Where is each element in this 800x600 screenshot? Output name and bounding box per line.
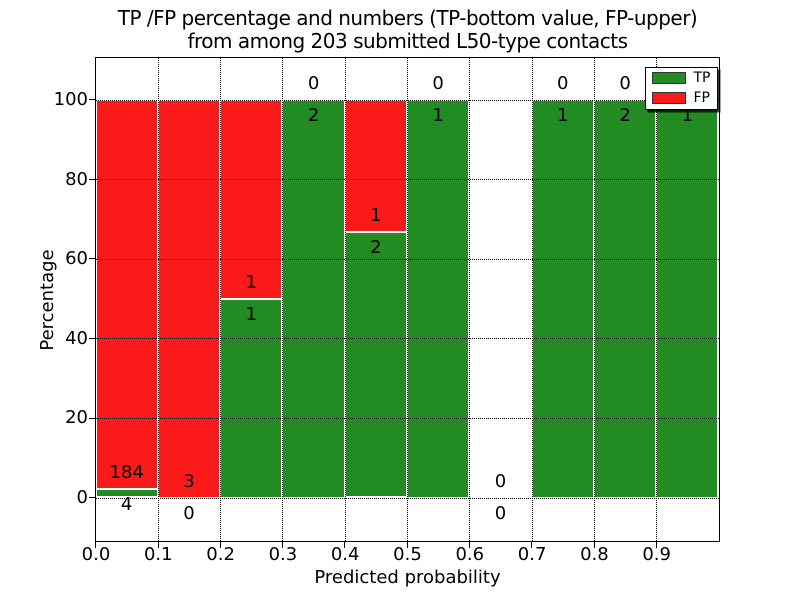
x-tick-mark	[655, 542, 657, 548]
x-tick-mark	[282, 542, 284, 548]
x-tick-label: 0.8	[580, 544, 609, 565]
fp-count-label: 3	[183, 470, 195, 492]
fp-count-label: 0	[307, 72, 320, 94]
tp-count-label: 1	[245, 303, 257, 325]
y-tick-mark	[89, 258, 95, 260]
fp-bar-segment	[220, 99, 283, 299]
y-tick-label: 0	[76, 487, 88, 508]
vertical-gridline	[157, 57, 159, 541]
y-tick-mark	[89, 338, 95, 340]
tp-bar-segment	[407, 99, 470, 498]
tp-count-label: 2	[370, 237, 382, 259]
x-tick-mark	[344, 542, 346, 548]
horizontal-gridline	[95, 179, 719, 181]
fp-count-label: 1	[370, 205, 382, 227]
tp-bar-segment	[220, 298, 283, 498]
vertical-gridline	[344, 57, 346, 541]
y-tick-label: 80	[65, 168, 88, 190]
x-tick-label: 0.2	[206, 544, 235, 565]
x-tick-mark	[157, 542, 159, 548]
y-tick-label: 60	[65, 248, 88, 270]
x-tick-label: 0.6	[455, 544, 485, 565]
chart-title-line2: from among 203 submitted L50-type contac…	[187, 29, 628, 53]
y-tick-mark	[89, 99, 95, 101]
horizontal-gridline	[95, 258, 719, 260]
x-tick-mark	[531, 542, 533, 548]
tp-bar-segment	[531, 99, 594, 498]
x-tick-mark	[219, 542, 221, 548]
horizontal-gridline	[95, 417, 719, 419]
tp-count-label: 1	[432, 104, 444, 126]
fp-count-label: 1	[245, 271, 257, 293]
tp-bar-segment	[344, 232, 407, 498]
tp-count-label: 2	[307, 104, 320, 126]
vertical-gridline	[531, 57, 533, 541]
vertical-gridline	[593, 57, 595, 541]
x-tick-mark	[469, 542, 471, 548]
vertical-gridline	[407, 57, 408, 541]
legend-row: TP	[651, 70, 711, 86]
plot-area: 1844301102120100010201TPFP	[94, 56, 720, 542]
tp-bar-segment	[95, 489, 158, 498]
y-tick-mark	[89, 178, 95, 180]
horizontal-gridline	[95, 338, 719, 340]
tp-count-label: 0	[494, 502, 507, 524]
tp-bar-segment	[656, 99, 719, 498]
x-tick-label: 0.7	[517, 544, 547, 565]
fp-count-label: 0	[619, 72, 631, 94]
x-tick-label: 0.5	[393, 544, 422, 565]
vertical-gridline	[656, 57, 658, 541]
tp-bar-segment	[593, 99, 657, 498]
tp-count-label: 1	[557, 104, 569, 126]
y-tick-mark	[89, 417, 95, 419]
x-tick-label: 0.1	[143, 544, 173, 565]
horizontal-gridline	[95, 99, 719, 101]
vertical-gridline	[469, 57, 471, 541]
y-tick-mark	[89, 497, 95, 499]
legend-label: FP	[693, 90, 711, 106]
y-tick-label: 40	[65, 327, 88, 349]
x-tick-mark	[593, 542, 595, 548]
x-axis-label: Predicted probability	[314, 567, 501, 588]
legend-label: TP	[693, 70, 711, 86]
y-tick-label: 20	[65, 407, 88, 429]
fp-count-label: 184	[109, 462, 144, 484]
horizontal-gridline	[95, 497, 719, 499]
x-tick-mark	[95, 542, 97, 548]
fp-count-label: 0	[557, 72, 569, 94]
fp-count-label: 0	[494, 470, 507, 492]
fp-bar-segment	[157, 99, 221, 498]
vertical-gridline	[282, 57, 284, 541]
tp-count-label: 1	[681, 104, 694, 126]
legend: TP FP	[644, 66, 718, 110]
fp-count-label: 0	[432, 72, 444, 94]
fp-legend-swatch	[651, 92, 686, 104]
x-tick-label: 0.9	[642, 544, 671, 565]
chart-title-line1: TP /FP percentage and numbers (TP-bottom…	[117, 6, 698, 30]
chart-title: TP /FP percentage and numbers (TP-bottom…	[96, 7, 719, 53]
tp-count-label: 4	[120, 494, 133, 516]
vertical-gridline	[220, 57, 222, 541]
x-tick-label: 0.4	[330, 544, 360, 565]
tp-count-label: 2	[619, 104, 631, 126]
tp-legend-swatch	[651, 72, 686, 84]
y-tick-label: 100	[53, 89, 88, 110]
tp-count-label: 0	[183, 502, 195, 524]
x-tick-mark	[406, 542, 408, 548]
fp-bar-segment	[95, 99, 158, 490]
x-tick-label: 0.3	[268, 544, 298, 565]
legend-row: FP	[651, 90, 711, 106]
fp-bar-segment	[344, 99, 407, 233]
tp-bar-segment	[282, 99, 345, 498]
x-tick-label: 0.0	[81, 544, 111, 565]
